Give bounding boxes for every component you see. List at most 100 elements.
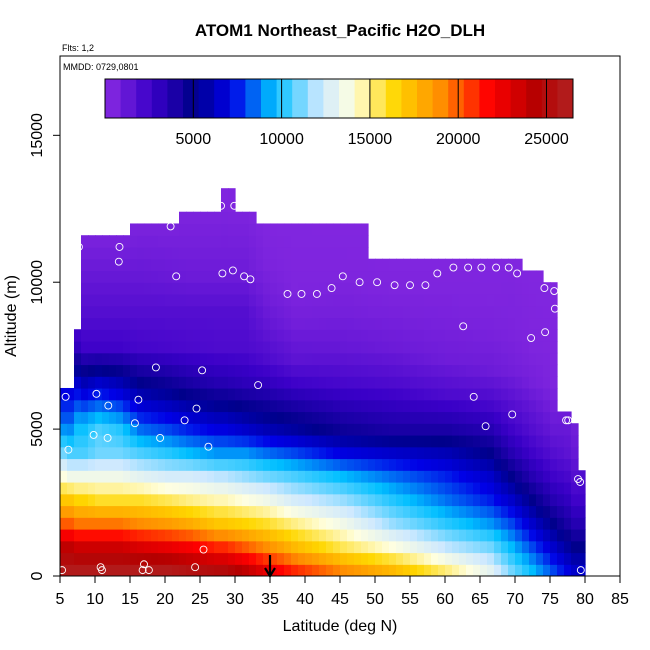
heatmap-cell <box>144 293 152 307</box>
heatmap-cell <box>298 329 306 342</box>
heatmap-cell <box>515 423 523 436</box>
heatmap-cell <box>438 387 446 401</box>
heatmap-cell <box>319 481 327 495</box>
heatmap-cell <box>354 470 362 483</box>
heatmap-cell <box>172 246 180 260</box>
heatmap-cell <box>179 434 187 448</box>
heatmap-cell <box>235 246 243 260</box>
heatmap-cell <box>172 470 180 483</box>
heatmap-cell <box>95 411 103 424</box>
heatmap-cell <box>221 235 229 248</box>
heatmap-cell <box>284 246 292 260</box>
colorbar-segment <box>401 79 418 118</box>
heatmap-cell <box>480 399 488 413</box>
heatmap-cell <box>571 423 579 436</box>
heatmap-cell <box>102 493 110 507</box>
heatmap-cell <box>291 223 299 236</box>
heatmap-cell <box>361 376 369 389</box>
heatmap-cell <box>354 399 362 413</box>
heatmap-cell <box>305 399 313 413</box>
heatmap-cell <box>424 399 432 413</box>
heatmap-cell <box>242 376 250 389</box>
heatmap-cell <box>333 352 341 366</box>
heatmap-cell <box>368 399 376 413</box>
heatmap-cell <box>550 399 558 413</box>
heatmap-cell <box>501 317 509 330</box>
heatmap-cell <box>424 387 432 401</box>
heatmap-cell <box>81 540 89 554</box>
heatmap-cell <box>214 528 222 542</box>
heatmap-cell <box>151 235 159 248</box>
heatmap-cell <box>249 411 257 424</box>
heatmap-cell <box>466 481 474 495</box>
heatmap-cell <box>102 387 110 401</box>
heatmap-cell <box>235 235 243 248</box>
heatmap-cell <box>200 517 208 530</box>
heatmap-cell <box>130 434 138 448</box>
heatmap-cell <box>431 376 439 389</box>
heatmap-cell <box>165 540 173 554</box>
heatmap-cell <box>235 564 243 576</box>
heatmap-cell <box>298 235 306 248</box>
heatmap-cell <box>207 223 215 236</box>
heatmap-cell <box>81 317 89 330</box>
heatmap-cell <box>277 317 285 330</box>
heatmap-cell <box>144 493 152 507</box>
heatmap-cell <box>151 552 159 565</box>
heatmap-cell <box>172 517 180 530</box>
heatmap-cell <box>536 517 544 530</box>
y-axis-label: Altitude (m) <box>3 275 20 357</box>
heatmap-cell <box>235 258 243 272</box>
heatmap-cell <box>347 387 355 401</box>
heatmap-cell <box>550 329 558 342</box>
heatmap-cell <box>193 235 201 248</box>
heatmap-cell <box>396 505 404 518</box>
heatmap-cell <box>319 293 327 307</box>
heatmap-cell <box>242 258 250 272</box>
heatmap-cell <box>543 352 551 366</box>
heatmap-cell <box>256 258 264 272</box>
heatmap-cell <box>116 481 124 495</box>
heatmap-cell <box>172 423 180 436</box>
heatmap-cell <box>340 317 348 330</box>
colorbar-segment <box>557 79 574 118</box>
heatmap-cell <box>60 528 68 542</box>
heatmap-cell <box>186 528 194 542</box>
heatmap-cell <box>445 434 453 448</box>
heatmap-cell <box>508 387 516 401</box>
heatmap-cell <box>424 376 432 389</box>
y-tick-label: 15000 <box>29 113 46 158</box>
heatmap-cell <box>508 376 516 389</box>
heatmap-cell <box>123 493 131 507</box>
heatmap-cell <box>480 505 488 518</box>
heatmap-cell <box>109 528 117 542</box>
heatmap-cell <box>116 364 124 377</box>
heatmap-cell <box>508 293 516 307</box>
heatmap-cell <box>228 235 236 248</box>
heatmap-cell <box>473 411 481 424</box>
heatmap-cell <box>249 423 257 436</box>
heatmap-cell <box>242 434 250 448</box>
heatmap-cell <box>144 340 152 354</box>
heatmap-cell <box>179 540 187 554</box>
heatmap-cell <box>508 564 516 576</box>
heatmap-cell <box>452 305 460 319</box>
heatmap-cell <box>221 552 229 565</box>
heatmap-cell <box>242 540 250 554</box>
heatmap-cell <box>67 564 75 576</box>
heatmap-cell <box>207 564 215 576</box>
heatmap-cell <box>214 411 222 424</box>
heatmap-cell <box>459 423 467 436</box>
heatmap-cell <box>480 270 488 283</box>
heatmap-cell <box>137 423 145 436</box>
heatmap-cell <box>298 458 306 471</box>
heatmap-cell <box>319 352 327 366</box>
heatmap-cell <box>466 528 474 542</box>
heatmap-cell <box>417 423 425 436</box>
heatmap-cell <box>88 270 96 283</box>
heatmap-cell <box>88 340 96 354</box>
heatmap-cell <box>298 434 306 448</box>
heatmap-cell <box>515 470 523 483</box>
heatmap-cell <box>564 411 572 424</box>
heatmap-cell <box>88 376 96 389</box>
